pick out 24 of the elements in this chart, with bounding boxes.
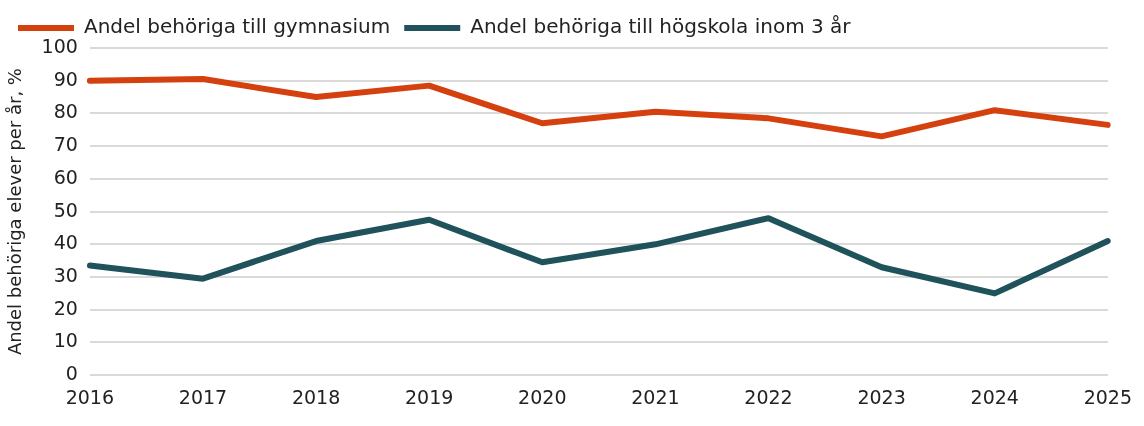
y-tick-label: 100 bbox=[41, 34, 78, 57]
x-tick-label: 2025 bbox=[1083, 385, 1132, 408]
y-tick-label: 60 bbox=[53, 165, 78, 188]
x-tick-label: 2017 bbox=[178, 385, 228, 408]
x-tick-label: 2016 bbox=[65, 385, 115, 408]
x-tick-label: 2019 bbox=[405, 385, 454, 408]
y-tick-label: 0 bbox=[65, 362, 78, 385]
y-tick-label: 10 bbox=[53, 329, 78, 352]
legend-label: Andel behöriga till gymnasium bbox=[84, 14, 391, 39]
y-tick-label: 80 bbox=[53, 100, 78, 123]
x-tick-label: 2023 bbox=[857, 385, 906, 408]
x-tick-label: 2021 bbox=[631, 385, 680, 408]
y-tick-label: 40 bbox=[53, 231, 78, 254]
x-tick-label: 2020 bbox=[518, 385, 567, 408]
x-tick-label: 2018 bbox=[291, 385, 341, 408]
y-tick-label: 50 bbox=[53, 198, 78, 221]
y-axis-title: Andel behöriga elever per år, % bbox=[4, 68, 26, 356]
y-tick-label: 30 bbox=[53, 263, 78, 286]
y-tick-label: 90 bbox=[53, 67, 78, 90]
x-tick-label: 2024 bbox=[970, 385, 1019, 408]
x-tick-label: 2022 bbox=[744, 385, 793, 408]
legend-label: Andel behöriga till högskola inom 3 år bbox=[470, 14, 852, 39]
y-tick-label: 20 bbox=[53, 296, 78, 319]
y-tick-label: 70 bbox=[53, 133, 78, 156]
